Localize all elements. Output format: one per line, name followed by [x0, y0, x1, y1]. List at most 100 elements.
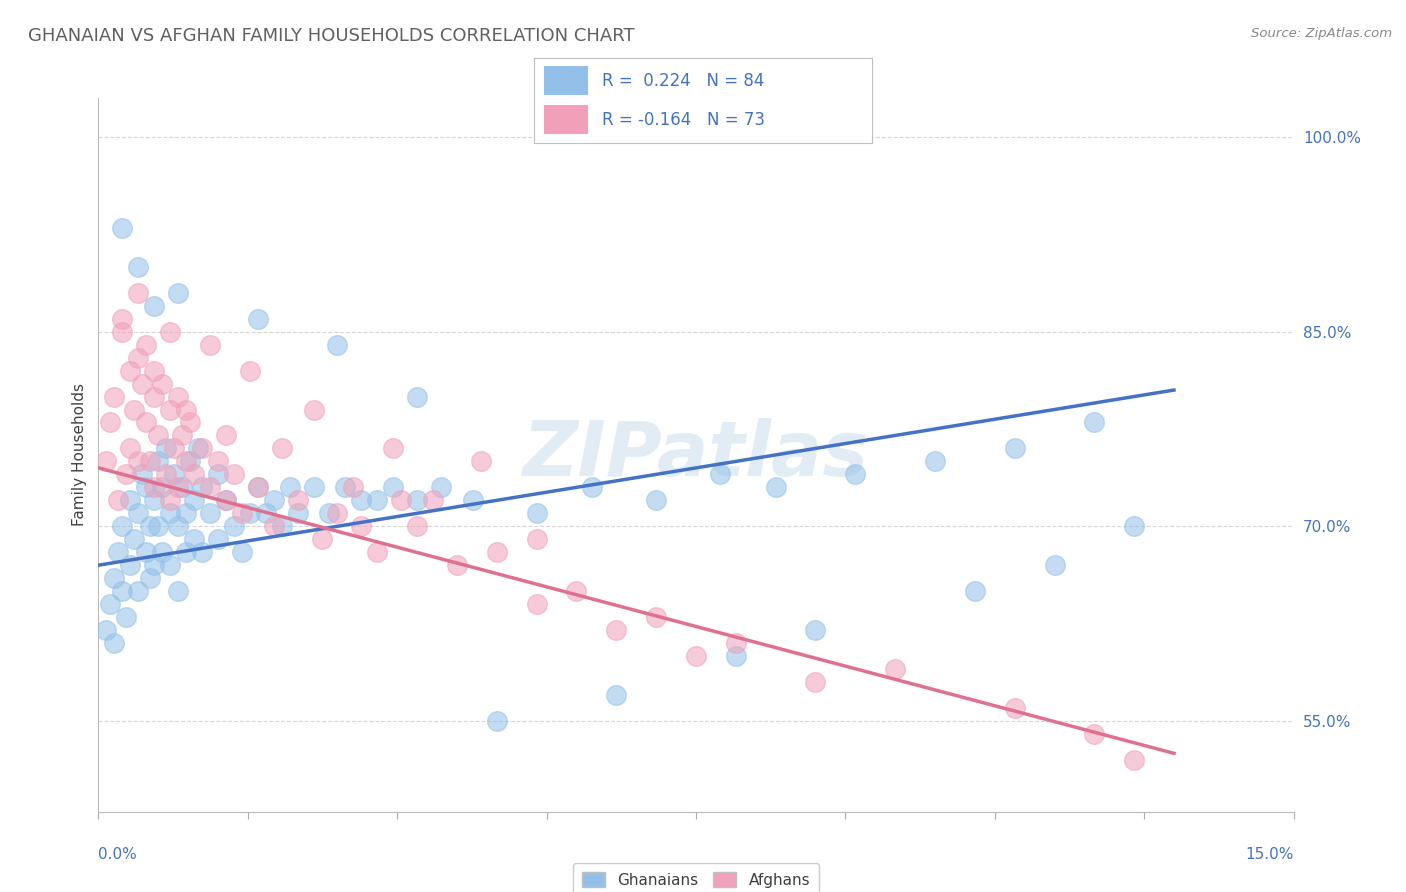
Point	[103, 390, 125, 404]
Point	[804, 675, 827, 690]
Point	[111, 325, 134, 339]
Legend: Ghanaians, Afghans: Ghanaians, Afghans	[572, 863, 820, 892]
Point	[187, 442, 209, 456]
Point	[120, 493, 142, 508]
Point	[143, 480, 166, 494]
Point	[446, 558, 468, 573]
Point	[470, 454, 492, 468]
Point	[159, 402, 181, 417]
Point	[382, 480, 405, 494]
Point	[127, 506, 149, 520]
Point	[222, 519, 245, 533]
Point	[485, 714, 508, 728]
Point	[150, 480, 173, 494]
Point	[139, 454, 162, 468]
Point	[159, 325, 181, 339]
Point	[107, 493, 129, 508]
Point	[124, 533, 146, 547]
Point	[231, 506, 253, 520]
Point	[246, 311, 269, 326]
Point	[1043, 558, 1066, 573]
Point	[167, 584, 190, 599]
Point	[215, 428, 238, 442]
Text: R =  0.224   N = 84: R = 0.224 N = 84	[602, 72, 763, 90]
Point	[179, 454, 201, 468]
Point	[135, 337, 157, 351]
Point	[1004, 442, 1026, 456]
Point	[215, 493, 238, 508]
Point	[183, 467, 205, 482]
Point	[127, 285, 149, 300]
Point	[1083, 416, 1105, 430]
Point	[120, 363, 142, 377]
Point	[148, 519, 170, 533]
Point	[148, 454, 170, 468]
Point	[1004, 701, 1026, 715]
Point	[239, 506, 262, 520]
Point	[167, 480, 190, 494]
Point	[231, 545, 253, 559]
Point	[326, 506, 349, 520]
Point	[96, 454, 118, 468]
Point	[884, 662, 907, 676]
Point	[565, 584, 588, 599]
Point	[127, 260, 149, 274]
Point	[207, 454, 229, 468]
Y-axis label: Family Households: Family Households	[72, 384, 87, 526]
Point	[326, 337, 349, 351]
Point	[366, 545, 388, 559]
Point	[191, 480, 214, 494]
Point	[239, 363, 262, 377]
Point	[526, 506, 548, 520]
Point	[207, 533, 229, 547]
Point	[1123, 753, 1146, 767]
Point	[143, 558, 166, 573]
Point	[389, 493, 412, 508]
Point	[103, 571, 125, 585]
Point	[485, 545, 508, 559]
Point	[461, 493, 484, 508]
Point	[135, 480, 157, 494]
Point	[159, 506, 181, 520]
Point	[174, 454, 197, 468]
Point	[246, 480, 269, 494]
Point	[174, 506, 197, 520]
Point	[215, 493, 238, 508]
Point	[111, 220, 134, 235]
Point	[526, 597, 548, 611]
Point	[263, 519, 285, 533]
Point	[263, 493, 285, 508]
Point	[111, 584, 134, 599]
Point	[270, 519, 292, 533]
Point	[709, 467, 731, 482]
Point	[174, 545, 197, 559]
Point	[685, 648, 707, 663]
Point	[131, 467, 153, 482]
Point	[844, 467, 866, 482]
Point	[143, 299, 166, 313]
Point	[135, 416, 157, 430]
Point	[98, 597, 122, 611]
Point	[645, 493, 668, 508]
Point	[139, 571, 162, 585]
Point	[1083, 727, 1105, 741]
Point	[207, 467, 229, 482]
Point	[174, 402, 197, 417]
Point	[127, 584, 149, 599]
Point	[302, 402, 325, 417]
Point	[127, 454, 149, 468]
Point	[127, 351, 149, 365]
Bar	[544, 105, 588, 134]
Point	[198, 480, 221, 494]
Point	[115, 610, 138, 624]
Text: Source: ZipAtlas.com: Source: ZipAtlas.com	[1251, 27, 1392, 40]
Point	[724, 636, 747, 650]
Point	[148, 428, 170, 442]
Point	[159, 558, 181, 573]
Point	[143, 390, 166, 404]
Point	[155, 442, 177, 456]
Text: 15.0%: 15.0%	[1246, 847, 1294, 863]
Point	[287, 506, 309, 520]
Point	[406, 493, 429, 508]
Point	[131, 376, 153, 391]
